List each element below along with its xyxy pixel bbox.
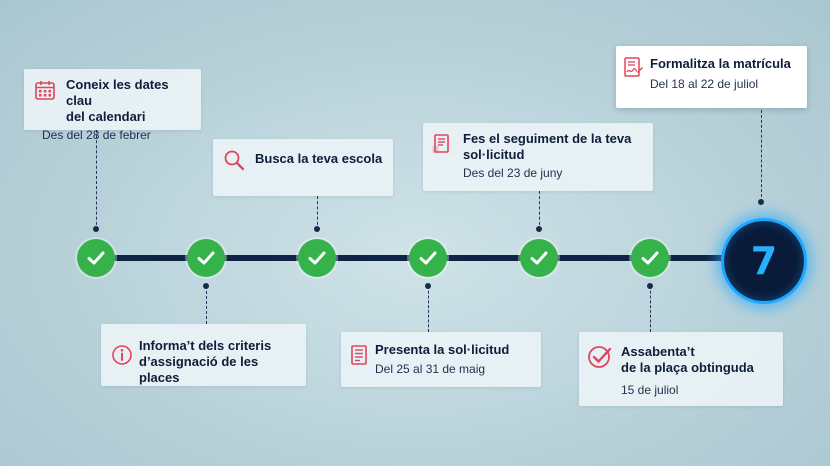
connector-dot-7 xyxy=(758,199,764,205)
connector-dot-6 xyxy=(647,283,653,289)
step-date: 15 de juliol xyxy=(621,383,679,397)
info-icon xyxy=(111,344,133,366)
check-icon xyxy=(197,251,215,265)
current-step-badge: 7 xyxy=(721,218,807,304)
step-date: Des del 28 de febrer xyxy=(42,128,151,142)
check-icon xyxy=(87,251,105,265)
step-title-line1: Presenta la sol·licitud xyxy=(375,342,510,357)
step-card-find-school: Busca la teva escola xyxy=(213,139,393,196)
step-title-line1: Fes el seguiment de la teva xyxy=(463,131,632,146)
step-2-check xyxy=(187,239,225,277)
connector-4 xyxy=(428,286,429,332)
step-title-line2: d’assignació de les places xyxy=(139,354,259,385)
step-title-line1: Coneix les dates clau xyxy=(66,77,169,108)
search-icon xyxy=(223,149,245,171)
step-title-line1: Busca la teva escola xyxy=(255,151,383,166)
step-card-assigned-place: Assabenta’t de la plaça obtinguda 15 de … xyxy=(579,332,783,406)
step-date: Des del 23 de juny xyxy=(463,166,563,180)
step-date: Del 25 al 31 de maig xyxy=(375,362,486,376)
step-5-check xyxy=(520,239,558,277)
document-icon xyxy=(431,133,453,155)
step-card-key-dates: Coneix les dates clau del calendari Des … xyxy=(24,69,201,142)
step-title-line2: del calendari xyxy=(66,109,146,124)
connector-5 xyxy=(539,191,540,230)
check-icon xyxy=(530,251,548,265)
connector-dot-4 xyxy=(425,283,431,289)
connector-dot-2 xyxy=(203,283,209,289)
current-step-number: 7 xyxy=(750,239,778,283)
connector-7 xyxy=(761,110,762,202)
step-card-criteria: Informa’t dels criteris d’assignació de … xyxy=(101,324,306,386)
connector-dot-5 xyxy=(536,226,542,232)
connector-2 xyxy=(206,286,207,324)
form-icon xyxy=(348,344,370,366)
connector-3 xyxy=(317,196,318,230)
connector-dot-1 xyxy=(93,226,99,232)
check-icon xyxy=(419,251,437,265)
step-card-track-application: Fes el seguiment de la teva sol·licitud … xyxy=(423,123,653,191)
step-3-check xyxy=(298,239,336,277)
connector-6 xyxy=(650,286,651,332)
signed-document-icon xyxy=(622,56,644,78)
step-title-line1: Assabenta’t xyxy=(621,344,695,359)
connector-dot-3 xyxy=(314,226,320,232)
connector-1 xyxy=(96,130,97,230)
check-icon xyxy=(641,251,659,265)
calendar-icon xyxy=(34,79,56,101)
step-date: Del 18 al 22 de juliol xyxy=(650,77,759,91)
step-6-check xyxy=(631,239,669,277)
step-title-line2: de la plaça obtinguda xyxy=(621,360,754,375)
step-4-check xyxy=(409,239,447,277)
check-circle-icon xyxy=(587,344,613,370)
step-1-check xyxy=(77,239,115,277)
check-icon xyxy=(308,251,326,265)
step-title-line1: Formalitza la matrícula xyxy=(650,56,791,71)
step-title-line2: sol·licitud xyxy=(463,147,525,162)
step-title-line1: Informa’t dels criteris xyxy=(139,338,272,353)
step-card-submit-application: Presenta la sol·licitud Del 25 al 31 de … xyxy=(341,332,541,387)
step-card-enrolment: Formalitza la matrícula Del 18 al 22 de … xyxy=(616,46,807,108)
